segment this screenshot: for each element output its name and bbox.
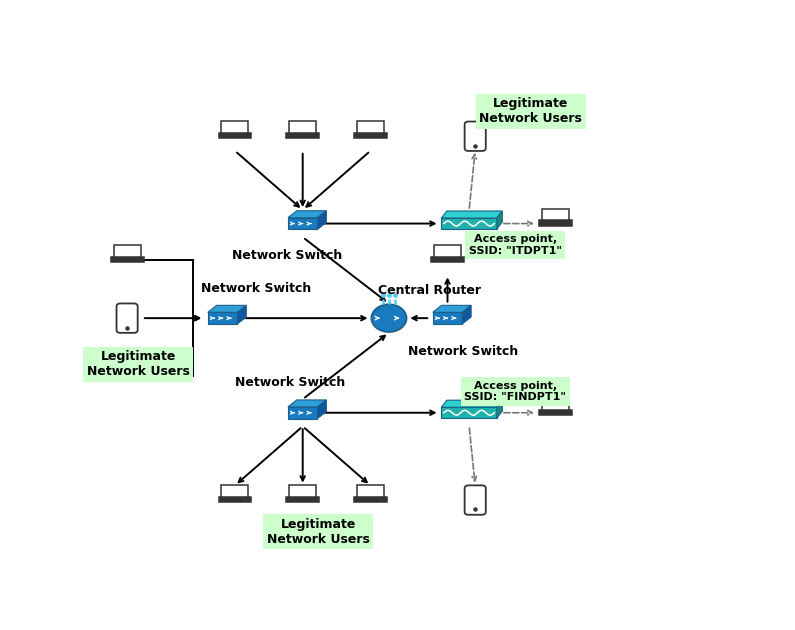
Text: Network Switch: Network Switch — [201, 282, 312, 295]
FancyBboxPatch shape — [289, 485, 316, 500]
FancyBboxPatch shape — [464, 485, 486, 515]
Text: Legitimate
Network Users: Legitimate Network Users — [266, 518, 370, 546]
FancyBboxPatch shape — [357, 122, 384, 135]
Polygon shape — [432, 312, 462, 324]
FancyBboxPatch shape — [464, 122, 486, 151]
FancyBboxPatch shape — [434, 245, 461, 260]
FancyBboxPatch shape — [354, 497, 387, 502]
FancyBboxPatch shape — [114, 362, 141, 375]
Polygon shape — [317, 211, 327, 229]
FancyBboxPatch shape — [222, 122, 248, 135]
Polygon shape — [288, 211, 327, 218]
Polygon shape — [207, 306, 246, 312]
FancyBboxPatch shape — [539, 220, 572, 226]
Polygon shape — [441, 407, 497, 418]
Text: Network Switch: Network Switch — [408, 345, 518, 358]
Text: Network Switch: Network Switch — [235, 376, 346, 389]
FancyBboxPatch shape — [111, 257, 144, 262]
FancyBboxPatch shape — [539, 410, 572, 415]
FancyBboxPatch shape — [286, 497, 319, 502]
Text: Access point,
SSID: "ITDPT1": Access point, SSID: "ITDPT1" — [469, 234, 562, 256]
FancyBboxPatch shape — [219, 497, 251, 502]
Text: Access point,
SSID: "FINDPT1": Access point, SSID: "FINDPT1" — [464, 381, 566, 402]
Circle shape — [371, 304, 406, 332]
FancyBboxPatch shape — [114, 245, 141, 260]
Text: Legitimate
Network Users: Legitimate Network Users — [87, 350, 190, 378]
Polygon shape — [432, 306, 471, 312]
FancyBboxPatch shape — [289, 122, 316, 135]
Polygon shape — [497, 211, 502, 229]
FancyBboxPatch shape — [542, 209, 568, 223]
FancyBboxPatch shape — [111, 374, 144, 379]
Polygon shape — [207, 312, 238, 324]
FancyBboxPatch shape — [219, 133, 251, 138]
Polygon shape — [441, 400, 502, 407]
Polygon shape — [288, 218, 317, 229]
FancyBboxPatch shape — [286, 133, 319, 138]
Text: Legitimate
Network Users: Legitimate Network Users — [479, 97, 582, 125]
Polygon shape — [288, 400, 327, 407]
Text: Network Switch: Network Switch — [232, 249, 343, 261]
FancyBboxPatch shape — [431, 257, 464, 262]
FancyBboxPatch shape — [222, 485, 248, 500]
Polygon shape — [497, 400, 502, 418]
Polygon shape — [238, 306, 246, 324]
Polygon shape — [462, 306, 471, 324]
FancyBboxPatch shape — [542, 398, 568, 412]
Polygon shape — [288, 407, 317, 418]
FancyBboxPatch shape — [354, 133, 387, 138]
Polygon shape — [441, 218, 497, 229]
Text: Central Router: Central Router — [378, 284, 480, 297]
FancyBboxPatch shape — [117, 304, 138, 333]
Polygon shape — [441, 211, 502, 218]
FancyBboxPatch shape — [357, 485, 384, 500]
Polygon shape — [317, 400, 327, 418]
